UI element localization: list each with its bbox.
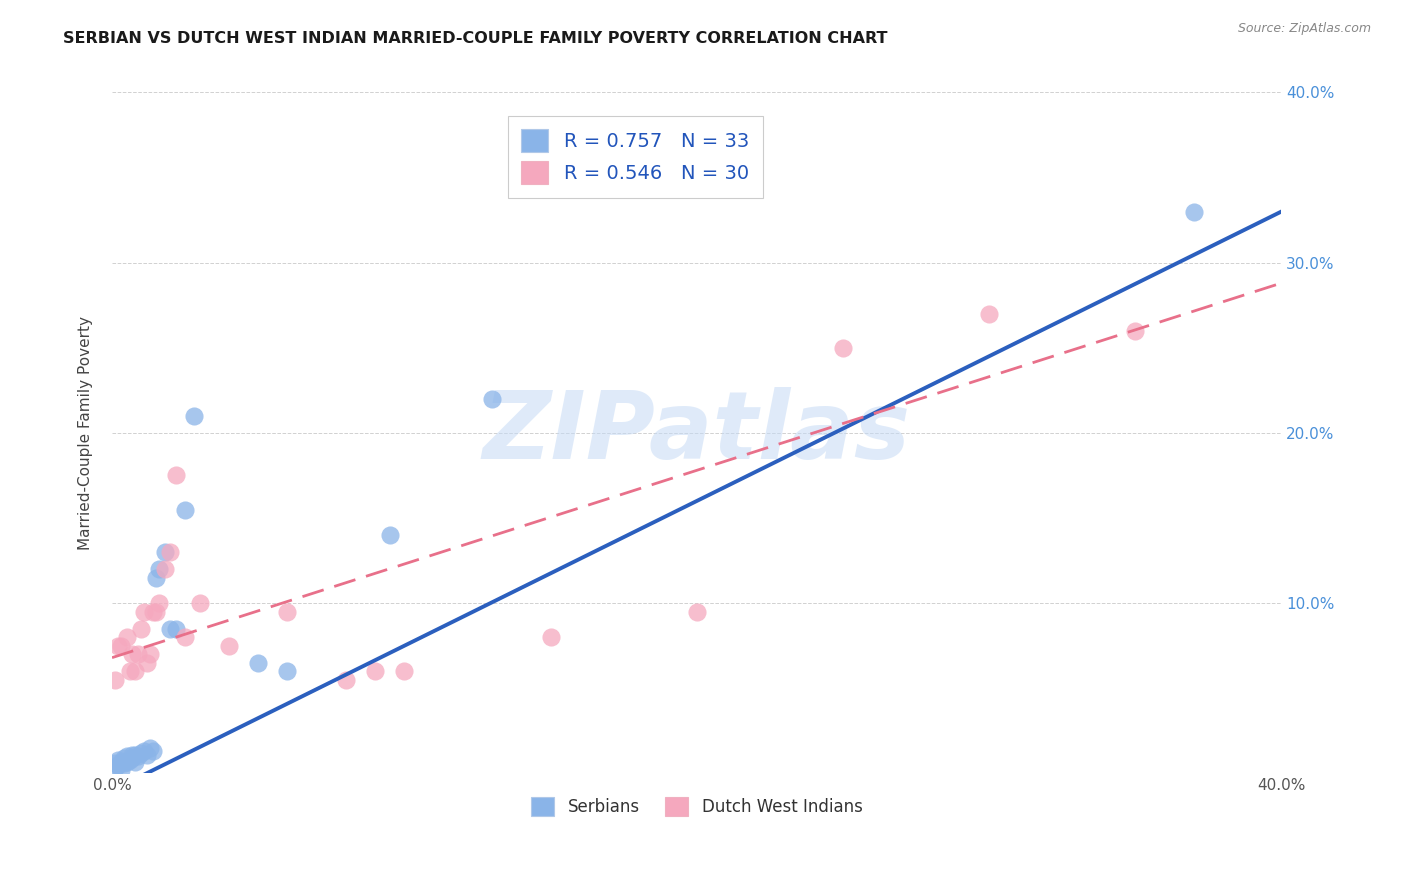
- Point: [686, 605, 709, 619]
- Point: [124, 755, 146, 769]
- Point: [112, 751, 135, 765]
- Point: [139, 740, 162, 755]
- Point: [104, 756, 127, 771]
- Point: [148, 596, 170, 610]
- Point: [118, 753, 141, 767]
- Point: [1123, 324, 1146, 338]
- Point: [218, 639, 240, 653]
- Point: [127, 647, 149, 661]
- Point: [142, 744, 165, 758]
- Point: [118, 665, 141, 679]
- Point: [124, 747, 146, 762]
- Point: [107, 639, 129, 653]
- Point: [104, 673, 127, 687]
- Point: [142, 605, 165, 619]
- Point: [276, 665, 298, 679]
- Point: [104, 761, 127, 775]
- Legend: Serbians, Dutch West Indians: Serbians, Dutch West Indians: [524, 790, 869, 823]
- Point: [159, 545, 181, 559]
- Point: [121, 747, 143, 762]
- Point: [127, 749, 149, 764]
- Point: [110, 639, 132, 653]
- Point: [115, 749, 138, 764]
- Point: [165, 622, 187, 636]
- Point: [364, 665, 387, 679]
- Point: [335, 673, 357, 687]
- Text: Source: ZipAtlas.com: Source: ZipAtlas.com: [1237, 22, 1371, 36]
- Point: [1182, 204, 1205, 219]
- Point: [139, 647, 162, 661]
- Point: [153, 545, 176, 559]
- Point: [540, 630, 562, 644]
- Point: [110, 763, 132, 777]
- Y-axis label: Married-Couple Family Poverty: Married-Couple Family Poverty: [79, 316, 93, 549]
- Point: [112, 756, 135, 771]
- Point: [115, 630, 138, 644]
- Point: [188, 596, 211, 610]
- Point: [124, 665, 146, 679]
- Point: [136, 656, 159, 670]
- Point: [129, 622, 152, 636]
- Point: [129, 746, 152, 760]
- Point: [121, 751, 143, 765]
- Point: [174, 502, 197, 516]
- Point: [481, 392, 503, 406]
- Point: [174, 630, 197, 644]
- Point: [378, 528, 401, 542]
- Point: [107, 758, 129, 772]
- Point: [394, 665, 416, 679]
- Point: [145, 605, 167, 619]
- Text: SERBIAN VS DUTCH WEST INDIAN MARRIED-COUPLE FAMILY POVERTY CORRELATION CHART: SERBIAN VS DUTCH WEST INDIAN MARRIED-COU…: [63, 31, 887, 46]
- Text: ZIPatlas: ZIPatlas: [482, 387, 911, 479]
- Point: [153, 562, 176, 576]
- Point: [107, 753, 129, 767]
- Point: [159, 622, 181, 636]
- Point: [110, 755, 132, 769]
- Point: [977, 307, 1000, 321]
- Point: [276, 605, 298, 619]
- Point: [134, 744, 156, 758]
- Point: [115, 755, 138, 769]
- Point: [183, 409, 205, 423]
- Point: [145, 571, 167, 585]
- Point: [831, 341, 853, 355]
- Point: [136, 747, 159, 762]
- Point: [134, 605, 156, 619]
- Point: [148, 562, 170, 576]
- Point: [247, 656, 270, 670]
- Point: [121, 647, 143, 661]
- Point: [165, 468, 187, 483]
